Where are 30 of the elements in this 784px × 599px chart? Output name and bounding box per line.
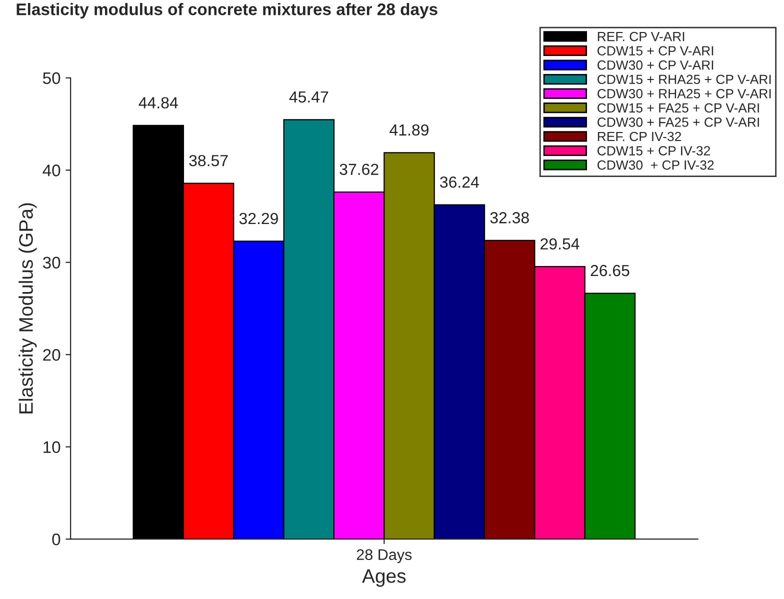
x-axis-title: Ages [362, 569, 406, 587]
y-tick-label: 40 [42, 164, 60, 176]
data-label: 37.62 [340, 164, 378, 176]
legend-label: CDW30 + FA25 + CP V-ARI [598, 118, 759, 127]
data-label: 45.47 [289, 91, 328, 103]
legend-label: REF. CP V-ARI [598, 32, 684, 42]
legend-label: CDW15 + FA25 + CP V-ARI [598, 103, 759, 113]
data-label: 38.57 [189, 154, 228, 166]
legend-label: CDW15 + CP IV-32 [598, 146, 710, 156]
y-tick-label: 50 [42, 72, 60, 84]
legend-label: CDW30 + CP IV-32 [598, 160, 714, 170]
legend-label: REF. CP IV-32 [598, 132, 682, 142]
legend-label: CDW15 + RHA25 + CP V-ARI [598, 74, 771, 84]
y-tick-label: 30 [42, 256, 60, 269]
legend-label: CDW30 + CP V-ARI [598, 60, 714, 70]
data-label: 44.84 [138, 97, 178, 108]
data-label: 32.38 [490, 212, 529, 224]
y-tick-label: 10 [44, 441, 60, 454]
legend-label: CDW30 + RHA25 + CP V-ARI [598, 88, 771, 98]
legend-label: CDW15 + CP V-ARI [598, 46, 714, 56]
data-label: 32.29 [239, 212, 278, 224]
data-label: 41.89 [390, 124, 428, 136]
chart-title: Elasticity modulus of concrete mixtures after 28 days [16, 2, 438, 19]
data-label: 26.65 [590, 264, 630, 276]
data-label: 29.54 [540, 238, 580, 250]
data-label: 36.24 [440, 176, 479, 188]
y-axis-title: Elasticity Modulus (GPa) [18, 203, 37, 414]
y-tick-label: 20 [43, 349, 60, 361]
y-tick-label: 0 [52, 534, 60, 546]
x-tick-label: 28 Days [356, 549, 412, 564]
